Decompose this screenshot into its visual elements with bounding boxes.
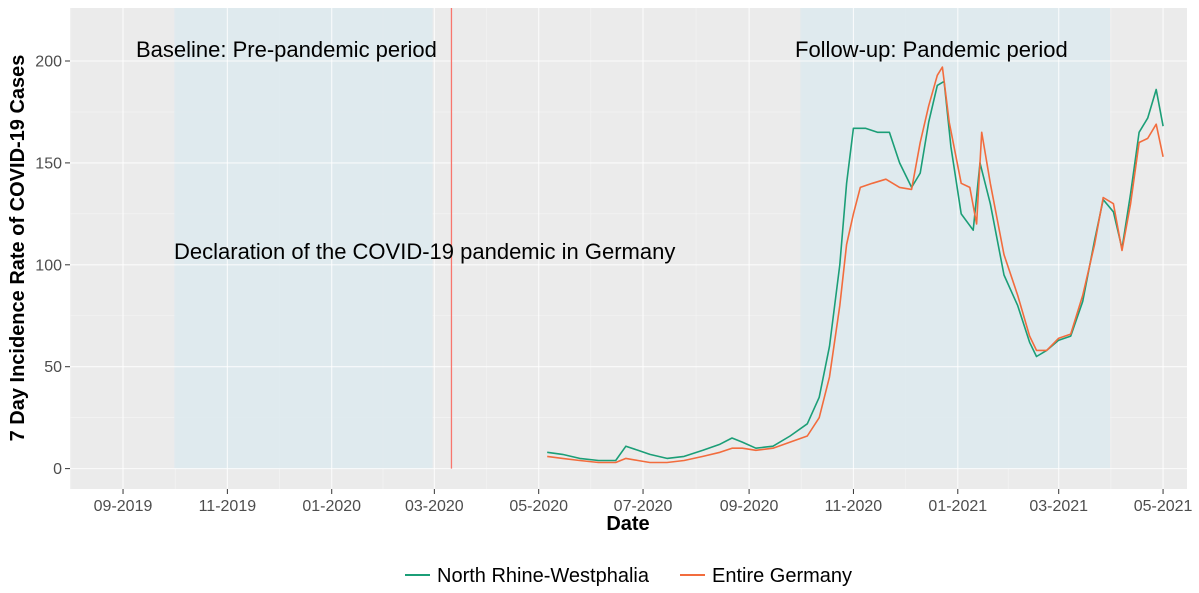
legend: North Rhine-Westphalia Entire Germany (405, 565, 852, 587)
series-line-nrw (547, 80, 1164, 462)
baseline-label: Baseline: Pre-pandemic period (136, 37, 437, 62)
major-grid (70, 8, 1187, 489)
followup-label: Follow-up: Pandemic period (795, 37, 1068, 62)
y-tick-label: 150 (35, 155, 62, 172)
series-lines (547, 66, 1164, 464)
event-label: Declaration of the COVID-19 pandemic in … (174, 239, 675, 264)
x-tick-label: 05-2021 (1134, 498, 1193, 515)
x-tick-label: 05-2020 (509, 498, 568, 515)
annotations: Baseline: Pre-pandemic period Follow-up:… (136, 37, 1068, 264)
y-tick-label: 50 (44, 359, 62, 376)
x-axis-title: Date (606, 513, 649, 535)
series-line-germany (547, 66, 1164, 464)
x-tick-label: 01-2020 (302, 498, 361, 515)
x-tick-label: 07-2020 (614, 498, 673, 515)
y-tick-label: 0 (53, 461, 62, 478)
shaded-period-followup (800, 8, 1111, 469)
legend-label-germany: Entire Germany (712, 565, 852, 587)
y-tick-label: 200 (35, 53, 62, 70)
y-axis: 0 50 100 150 200 (35, 53, 70, 478)
x-axis: 09-2019 11-2019 01-2020 03-2020 05-2020 07-20… (94, 489, 1193, 515)
x-tick-label: 09-2019 (94, 498, 153, 515)
x-tick-label: 03-2020 (405, 498, 464, 515)
x-tick-label: 03-2021 (1029, 498, 1088, 515)
x-tick-label: 09-2020 (720, 498, 779, 515)
x-tick-label: 11-2019 (199, 498, 257, 515)
legend-label-nrw: North Rhine-Westphalia (437, 565, 650, 587)
y-tick-label: 100 (35, 257, 62, 274)
x-tick-label: 11-2020 (825, 498, 883, 515)
shaded-period-baseline (174, 8, 433, 469)
y-axis-title: 7 Day Incidence Rate of COVID-19 Cases (7, 55, 29, 442)
x-tick-label: 01-2021 (928, 498, 987, 515)
